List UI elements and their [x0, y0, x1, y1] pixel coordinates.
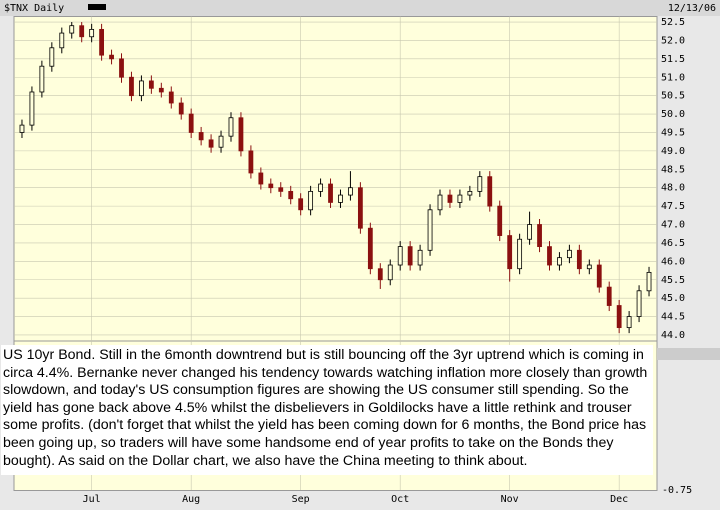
lower-panel-label: -0.75	[662, 485, 692, 496]
candle-body	[228, 117, 234, 137]
y-tick-label: 44.0	[661, 330, 685, 341]
candle-body	[576, 249, 582, 270]
candle-body	[208, 139, 214, 148]
y-tick-label: 52.0	[661, 35, 685, 46]
x-tick-label: Nov	[501, 494, 519, 505]
y-tick-label: 49.0	[661, 146, 685, 157]
candle-body	[517, 238, 523, 270]
candle-body	[636, 290, 642, 317]
header-bar	[0, 0, 720, 16]
candle-body	[507, 235, 513, 270]
candle-body	[328, 183, 333, 203]
x-tick-label: Dec	[610, 494, 628, 505]
candle-body	[139, 80, 144, 97]
candle-body	[527, 224, 532, 240]
candle-body	[188, 113, 194, 133]
candle-body	[218, 135, 224, 148]
header-icon	[88, 4, 106, 10]
candle-body	[49, 47, 55, 67]
chart-title: $TNX Daily	[4, 3, 64, 14]
scrollbar	[657, 348, 720, 360]
candle-body	[557, 257, 562, 266]
candle-body	[99, 28, 105, 56]
candle-body	[566, 249, 572, 259]
candle-body	[278, 187, 284, 192]
candle-body	[367, 227, 373, 270]
candle-body	[158, 87, 164, 93]
x-tick-label: Aug	[182, 494, 200, 505]
y-tick-label: 45.0	[661, 293, 685, 304]
candle-body	[178, 102, 184, 115]
x-tick-label: Oct	[391, 494, 409, 505]
y-tick-label: 46.0	[661, 256, 685, 267]
candle-body	[646, 271, 652, 292]
y-tick-label: 47.0	[661, 220, 685, 231]
candle-body	[318, 183, 323, 192]
candle-body	[69, 25, 75, 34]
candle-body	[606, 286, 612, 306]
candle-body	[89, 28, 95, 38]
y-tick-label: 45.5	[661, 275, 685, 286]
candle-body	[79, 25, 85, 38]
y-tick-label: 49.5	[661, 127, 685, 138]
candle-body	[19, 124, 25, 133]
candle-body	[447, 194, 453, 203]
candle-body	[298, 198, 304, 211]
candle-body	[377, 268, 383, 281]
candle-body	[268, 183, 274, 189]
candle-body	[39, 65, 45, 93]
candle-body	[407, 246, 413, 266]
y-tick-label: 48.0	[661, 183, 685, 194]
candle-body	[427, 209, 433, 251]
candle-body	[288, 190, 294, 200]
candle-body	[308, 190, 314, 211]
candle-body	[457, 194, 463, 203]
candle-body	[547, 246, 552, 266]
candle-body	[437, 194, 443, 211]
chart-date: 12/13/06	[668, 3, 716, 14]
candle-body	[338, 194, 343, 203]
candle-body	[129, 76, 134, 97]
candle-body	[387, 264, 393, 281]
candle-body	[467, 190, 473, 196]
y-tick-label: 48.5	[661, 164, 685, 175]
candle-body	[29, 91, 35, 126]
y-tick-label: 44.5	[661, 312, 685, 323]
x-tick-label: Jul	[83, 494, 101, 505]
annotation-text: US 10yr Bond. Still in the 6month downtr…	[1, 345, 653, 475]
candle-body	[537, 224, 542, 248]
candle-body	[198, 132, 204, 141]
candle-body	[348, 187, 353, 196]
candle-body	[596, 264, 602, 288]
y-tick-label: 50.0	[661, 109, 685, 120]
candle-body	[586, 264, 592, 270]
y-tick-label: 52.5	[661, 17, 685, 28]
y-tick-label: 51.0	[661, 72, 685, 83]
candle-body	[119, 58, 124, 78]
candle-body	[616, 305, 622, 329]
candle-body	[258, 172, 264, 185]
candle-body	[248, 150, 254, 174]
candle-body	[477, 176, 483, 192]
candle-body	[626, 316, 632, 329]
y-tick-label: 46.5	[661, 238, 685, 249]
candle-body	[417, 249, 423, 266]
y-tick-label: 50.5	[661, 91, 685, 102]
candle-body	[148, 80, 154, 89]
x-tick-label: Sep	[292, 494, 310, 505]
y-tick-label: 47.5	[661, 201, 685, 212]
y-tick-label: 51.5	[661, 54, 685, 65]
candle-body	[487, 176, 493, 207]
candle-body	[497, 205, 503, 236]
candle-body	[168, 91, 174, 104]
candle-body	[397, 246, 403, 266]
candle-body	[238, 117, 244, 152]
candle-body	[109, 54, 114, 60]
candle-body	[59, 32, 65, 49]
candle-body	[357, 187, 363, 229]
